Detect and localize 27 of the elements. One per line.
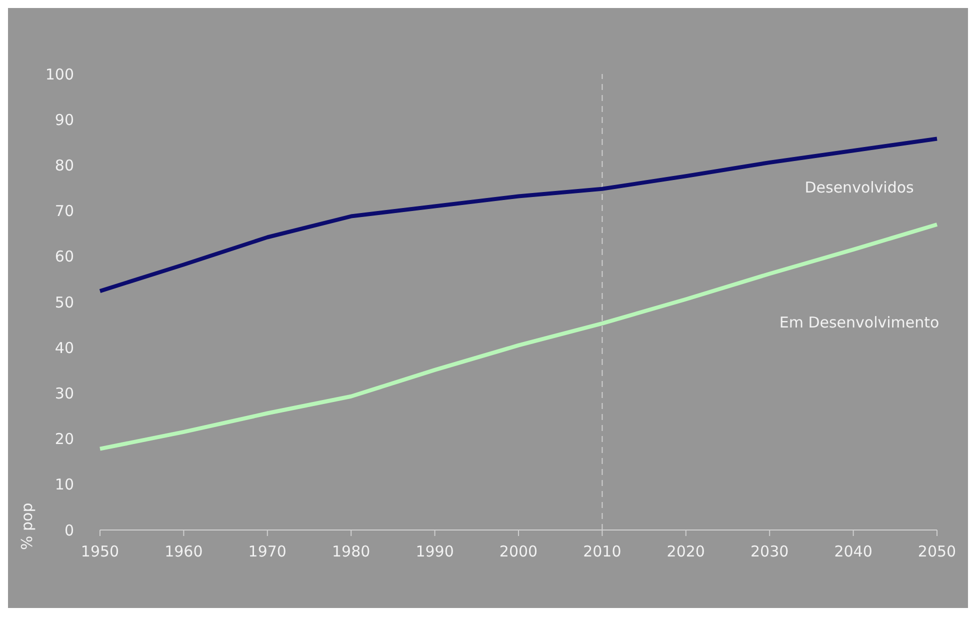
line-series <box>98 222 939 451</box>
y-axis-title: % pop <box>18 502 36 550</box>
x-tick-label: 1960 <box>164 542 203 561</box>
x-tick-label: 2040 <box>834 542 872 561</box>
y-tick-label: 40 <box>54 338 74 357</box>
x-tick-label: 2020 <box>666 542 705 561</box>
y-tick-label: 50 <box>54 293 74 312</box>
x-tick-label: 1950 <box>80 542 120 561</box>
line-series <box>98 136 939 294</box>
y-tick-label: 30 <box>54 384 74 403</box>
x-tick-label: 2010 <box>583 542 622 561</box>
x-tick-label: 2030 <box>750 542 789 561</box>
y-tick-label: 90 <box>54 110 74 129</box>
y-tick-label: 70 <box>54 202 74 220</box>
x-tick-label: 1970 <box>248 542 286 561</box>
x-tick-label: 2000 <box>499 542 538 561</box>
x-tick-label: 1980 <box>332 542 370 561</box>
y-tick-label: 80 <box>54 156 74 175</box>
y-tick-label: 20 <box>54 430 74 448</box>
series-label: Desenvolvidos <box>804 178 914 197</box>
y-tick-label: 10 <box>54 476 74 494</box>
text: Em Desenvolvimento <box>779 314 940 332</box>
y-tick-label: 60 <box>54 248 74 266</box>
y-tick-label: 100 <box>45 65 74 84</box>
x-tick-label: 1990 <box>416 542 454 561</box>
y-tick-label: 0 <box>64 521 74 540</box>
x-tick-label: 2050 <box>918 542 956 561</box>
